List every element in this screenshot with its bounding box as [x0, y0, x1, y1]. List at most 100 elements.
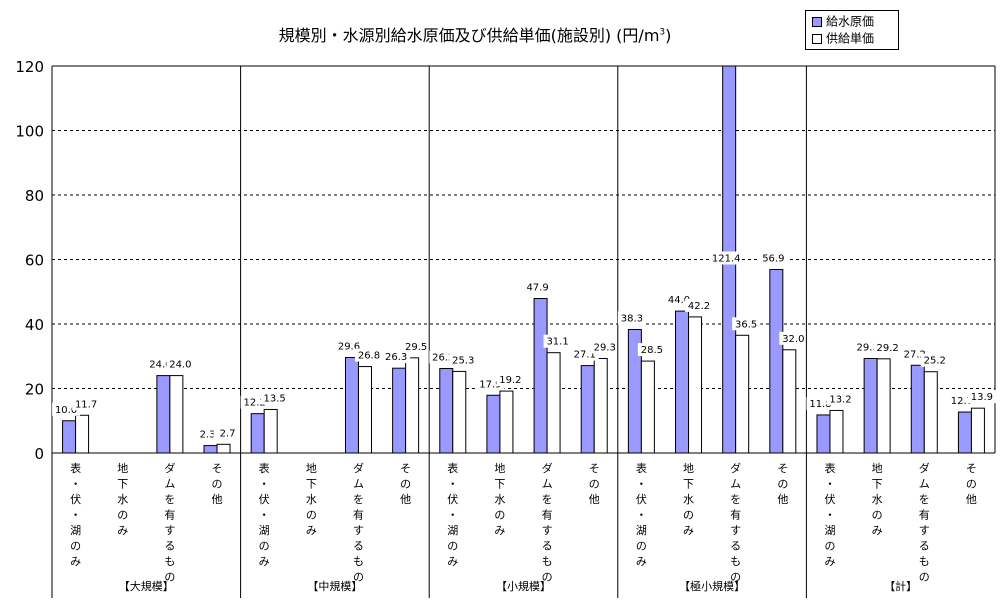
bar-series2	[546, 352, 561, 454]
data-label-series1: 27.2	[904, 349, 926, 360]
category-label-char: 表	[447, 461, 458, 475]
bar-series1	[392, 367, 407, 454]
data-label-series2: 19.2	[499, 375, 521, 386]
data-label-series1: 121.4	[712, 254, 741, 265]
data-label-bg	[712, 251, 741, 265]
data-label-bg	[779, 331, 808, 345]
data-label-series2: 29.3	[594, 343, 616, 354]
y-tick-label: 40	[25, 316, 44, 334]
data-label-series2: 25.2	[924, 356, 946, 367]
category-label-char: の	[542, 571, 553, 584]
data-label-series1: 29.6	[338, 342, 360, 353]
category-label-char: る	[353, 540, 364, 553]
category-label-char: 水	[683, 493, 694, 506]
category-label-char: 表	[824, 461, 835, 475]
y-tick-label: 100	[15, 123, 44, 141]
category-label-char: ・	[636, 478, 647, 491]
legend-label-series1: 給水原価	[826, 14, 875, 29]
category-label-char: の	[636, 540, 647, 553]
data-label-bg	[354, 348, 383, 362]
category-label-char: ・	[636, 509, 647, 522]
data-label-series1: 24.0	[149, 360, 171, 371]
category-label-char: 下	[683, 478, 694, 491]
category-label-char: 地	[306, 462, 317, 475]
data-label-series1: 26.3	[385, 352, 407, 363]
group-label: 【中規模】	[307, 579, 362, 593]
category-label-char: を	[164, 493, 175, 506]
category-label-char: み	[447, 555, 458, 568]
bar-series1	[910, 364, 925, 454]
bar-series1	[344, 357, 359, 454]
category-label-char: 有	[919, 508, 930, 522]
category-label-char: 湖	[70, 524, 81, 537]
data-label-series2: 13.2	[829, 394, 851, 405]
legend-swatch-series1	[812, 16, 822, 27]
data-label-bg	[213, 426, 242, 440]
bar-series1	[957, 411, 972, 454]
bar-series1	[533, 298, 548, 454]
category-label-char: す	[730, 524, 741, 537]
category-label-char: ・	[70, 509, 81, 522]
bar-series2	[593, 358, 608, 454]
legend-item-series2: 供給単価	[812, 30, 874, 46]
bar-series2	[169, 375, 184, 454]
y-tick-label: 20	[25, 381, 44, 399]
data-label-bg	[617, 311, 646, 325]
data-label-series1: 47.9	[526, 283, 548, 294]
category-label-char: ・	[447, 478, 458, 491]
data-label-series2: 11.7	[75, 399, 97, 410]
category-label-char: み	[259, 555, 270, 568]
data-label-bg	[260, 391, 289, 405]
data-label-series2: 31.1	[546, 337, 568, 348]
category-label-char: の	[117, 509, 128, 522]
category-label-char: を	[730, 493, 741, 506]
category-label-char: る	[164, 540, 175, 553]
category-label-char: み	[494, 524, 505, 537]
data-label-series2: 29.2	[876, 343, 898, 354]
category-label-char: 表	[70, 461, 81, 475]
data-label-bg	[732, 317, 761, 331]
category-label-char: ム	[730, 478, 741, 491]
group-label: 【極小規模】	[679, 579, 745, 593]
data-label-bg	[402, 339, 431, 353]
category-label-char: 伏	[824, 492, 835, 506]
group-label: 【小規模】	[496, 579, 551, 593]
data-label-series2: 42.2	[688, 301, 710, 312]
category-label-char: の	[730, 571, 741, 584]
bar-series1	[156, 375, 171, 454]
bar-series1	[863, 358, 878, 454]
category-label-char: 表	[259, 461, 270, 475]
category-label-char: ・	[447, 509, 458, 522]
category-label-char: 水	[494, 493, 505, 506]
category-label-char: 他	[589, 493, 600, 506]
bar-series2	[357, 366, 372, 454]
data-label-bg	[637, 343, 666, 357]
category-label-char: 地	[872, 462, 883, 475]
data-label-bg	[543, 334, 572, 348]
data-label-series2: 28.5	[641, 345, 663, 356]
bar-series2	[75, 414, 90, 454]
legend-item-series1: 給水原価	[812, 13, 874, 29]
group-label: 【計】	[884, 579, 917, 593]
category-label-char: 水	[117, 493, 128, 506]
data-label-bg	[590, 340, 619, 354]
data-label-series2: 13.5	[264, 393, 286, 404]
category-label-char: 湖	[824, 524, 835, 537]
category-label-char: の	[164, 571, 175, 584]
data-label-bg	[523, 280, 552, 294]
y-tick-label: 60	[25, 252, 44, 270]
category-label-char: ム	[164, 478, 175, 491]
bar-series1	[250, 413, 265, 454]
data-label-bg	[759, 251, 788, 265]
data-label-series1: 12.7	[951, 396, 973, 407]
data-label-bg	[382, 350, 411, 364]
data-label-series2: 29.5	[405, 342, 427, 353]
data-label-series1: 38.3	[621, 313, 643, 324]
category-label-char: の	[494, 509, 505, 522]
data-label-series2: 25.3	[452, 355, 474, 366]
data-label-bg	[826, 392, 855, 406]
bar-series2	[735, 334, 750, 454]
chart-title: 規模別・水源別給水原価及び供給単価(施設別) (円/m3)	[278, 26, 672, 45]
category-label-char: す	[542, 524, 553, 537]
data-label-series2: 13.9	[971, 392, 993, 403]
